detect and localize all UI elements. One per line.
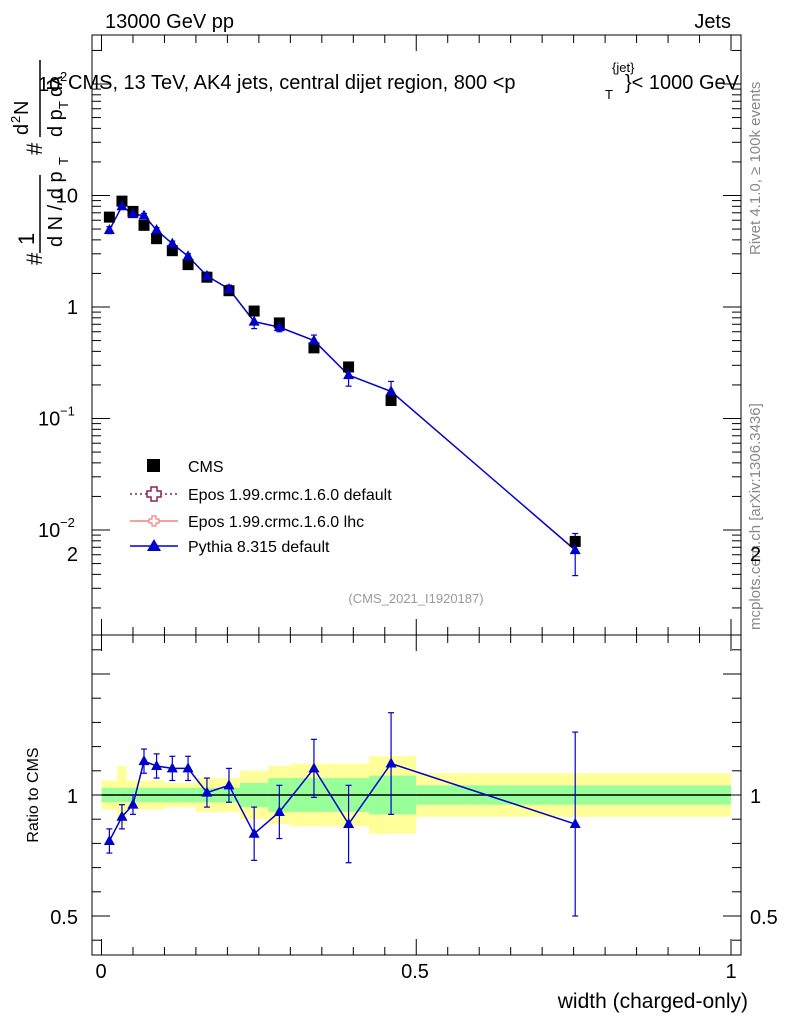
ratio-y-tick-label: 1 <box>67 786 78 808</box>
pythia-ratio-point <box>248 827 260 838</box>
cms-point <box>103 211 115 223</box>
pythia-ratio-point <box>138 755 150 766</box>
pythia-ratio-point <box>151 759 163 770</box>
pythia-point <box>166 237 178 248</box>
y-tick-label: 10 <box>38 74 60 96</box>
legend-epos-default-marker <box>146 486 162 502</box>
main-y-axis-label: # 1 d N / d p T # d 2 N d p T dλ <box>8 60 71 265</box>
x-tick-label-0.5: 0.5 <box>401 961 429 983</box>
svg-text:#: # <box>22 252 47 265</box>
x-tick-label-0: 0 <box>95 961 106 983</box>
cms-point <box>569 535 581 547</box>
pythia-point <box>385 385 397 396</box>
svg-text:T: T <box>56 101 71 109</box>
svg-text:d N / d p: d N / d p <box>45 171 67 247</box>
cms-point <box>182 259 194 271</box>
legend-epos-lhc-label: Epos 1.99.crmc.1.6.0 lhc <box>188 514 364 531</box>
ratio-y-tick-label: 0.5 <box>50 907 78 929</box>
pythia-ratio-point <box>569 818 581 829</box>
category-label: Jets <box>694 11 731 33</box>
cms-point <box>166 245 178 257</box>
pythia-point <box>151 224 163 235</box>
y-tick-label: 10 <box>38 409 60 431</box>
cms-point <box>308 342 320 354</box>
ratio-series <box>103 712 581 917</box>
ratio-y-tick-label-right: 2 <box>750 544 761 566</box>
pythia-ratio-point <box>166 762 178 773</box>
pythia-point <box>127 208 139 219</box>
pythia-point <box>103 224 115 235</box>
legend-cms-marker <box>147 459 160 472</box>
pythia-ratio-point <box>116 810 128 821</box>
pythia-point <box>182 250 194 261</box>
cms-point <box>151 233 163 245</box>
svg-text:T: T <box>56 157 71 165</box>
pythia-ratio-point <box>343 818 355 829</box>
svg-text:N: N <box>11 101 33 115</box>
ratio-y-tick-label: 2 <box>67 544 78 566</box>
plot-title-tail: }< 1000 GeV <box>625 72 740 94</box>
main-series <box>103 195 581 577</box>
plot-title-subscript: T <box>605 87 613 102</box>
pythia-point <box>343 369 355 380</box>
svg-text:1: 1 <box>14 233 39 245</box>
pythia-ratio-point <box>127 798 139 809</box>
pythia-point <box>201 269 213 280</box>
pythia-point <box>308 334 320 345</box>
legend-cms-label: CMS <box>188 459 224 476</box>
legend-epos-lhc-marker <box>148 515 160 527</box>
legend-pythia-label: Pythia 8.315 default <box>188 539 330 556</box>
y-tick-label: 1 <box>67 297 78 319</box>
plot-title-superscript: {jet} <box>612 60 635 75</box>
legend-epos-default-label: Epos 1.99.crmc.1.6.0 default <box>188 487 392 504</box>
svg-text:#: # <box>22 142 47 155</box>
svg-text:d p: d p <box>45 109 67 137</box>
cms-point <box>248 305 260 317</box>
pythia-ratio-point <box>308 762 320 773</box>
pythia-point <box>569 544 581 555</box>
pythia-ratio-point <box>182 762 194 773</box>
x-tick-label-1: 1 <box>725 961 736 983</box>
rivet-label: Rivet 4.1.0, ≥ 100k events <box>747 82 764 255</box>
y-tick-label: 10 <box>38 520 60 542</box>
analysis-id: (CMS_2021_I1920187) <box>348 591 483 606</box>
x-axis-label: width (charged-only) <box>557 990 748 1013</box>
pythia-point <box>248 315 260 326</box>
pythia-ratio-point <box>201 786 213 797</box>
pythia-point <box>138 209 150 220</box>
cms-point <box>138 219 150 231</box>
y-tick-label-exponent: 2 <box>60 69 67 84</box>
svg-text:d: d <box>11 124 33 135</box>
ratio-y-tick-label-right: 0.5 <box>750 907 778 929</box>
pythia-ratio-point <box>223 779 235 790</box>
y-tick-label-exponent: −2 <box>60 515 75 530</box>
svg-text:2: 2 <box>8 116 23 123</box>
pythia-point <box>273 321 285 332</box>
energy-label: 13000 GeV pp <box>105 11 234 33</box>
ratio-uncertainty-bands <box>101 756 731 834</box>
ratio-y-axis-label: Ratio to CMS <box>25 747 42 842</box>
ratio-y-tick-label-right: 1 <box>750 786 761 808</box>
pythia-ratio-point <box>273 805 285 816</box>
svg-text:dλ: dλ <box>45 76 67 97</box>
cms-point <box>343 361 355 373</box>
y-tick-label-exponent: −1 <box>60 404 75 419</box>
cms-point <box>385 395 397 407</box>
y-tick-label: 10 <box>56 186 78 208</box>
pythia-ratio-point <box>385 757 397 768</box>
pythia-point <box>116 200 128 211</box>
plot-title: CMS, 13 TeV, AK4 jets, central dijet reg… <box>68 72 516 94</box>
legend-pythia-marker <box>147 539 161 551</box>
legend: CMS Epos 1.99.crmc.1.6.0 default Epos 1.… <box>130 459 392 556</box>
pythia-ratio-point <box>103 834 115 845</box>
mcplots-label: mcplots.cern.ch [arXiv:1306.3436] <box>747 403 764 630</box>
pythia-point <box>223 283 235 294</box>
ratio-axis-ticks: 0.5 0.5 1 1 2 2 <box>50 544 778 955</box>
